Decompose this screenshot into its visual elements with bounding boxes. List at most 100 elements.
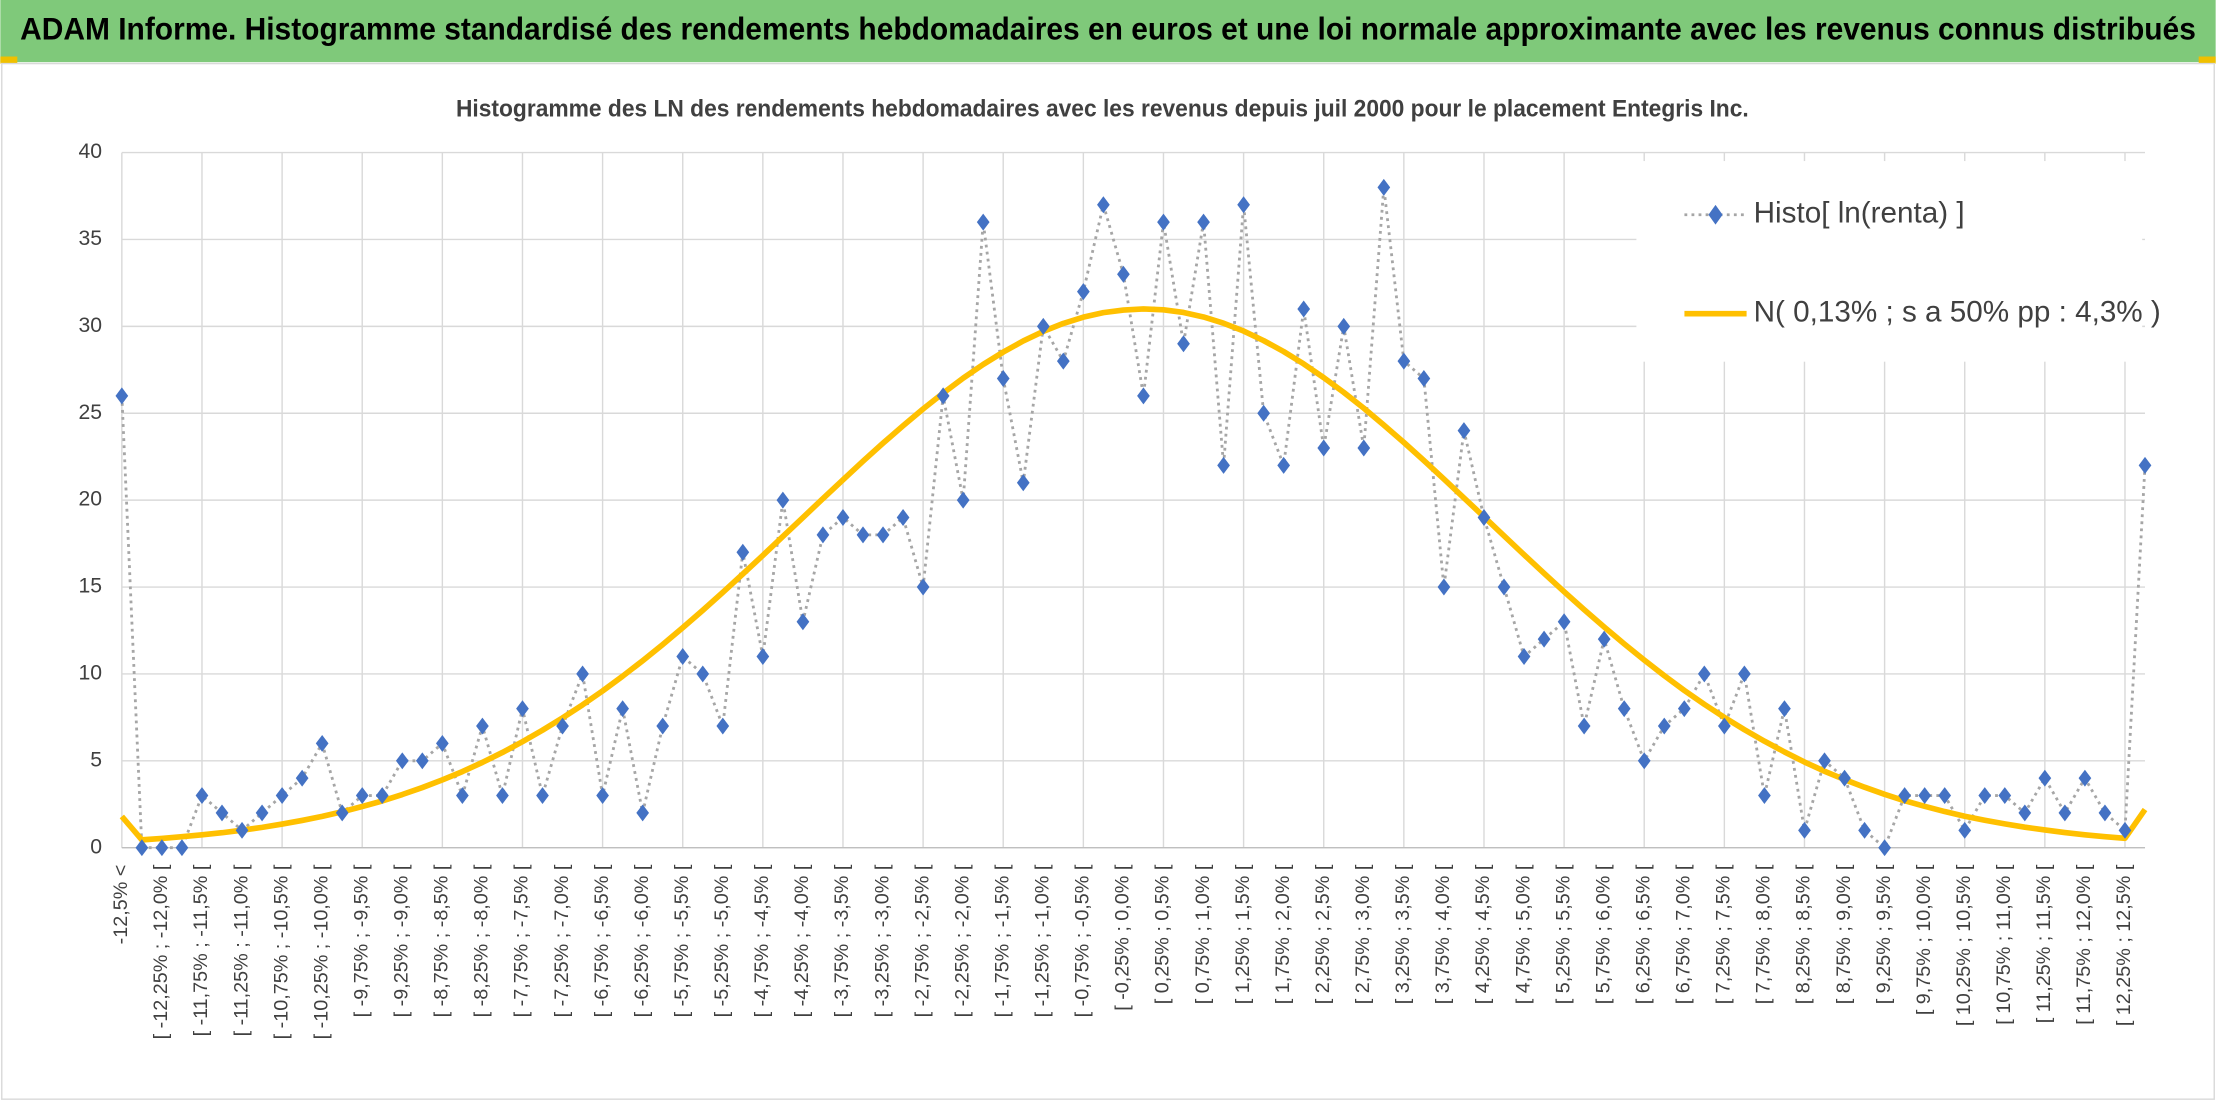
- x-tick-label: [ 10,75% ; 11,0% [: [1993, 864, 2015, 1025]
- x-tick-label: [ -7,75% ; -7,5% [: [511, 864, 533, 1017]
- x-tick-label: [ -10,75% ; -10,5% [: [270, 864, 292, 1039]
- x-tick-label: [ -1,75% ; -1,5% [: [991, 864, 1013, 1017]
- data-point: [1798, 821, 1811, 839]
- x-tick-label: [ -11,75% ; -11,5% [: [190, 864, 212, 1036]
- data-point: [1397, 352, 1411, 370]
- x-tick-label: [ -12,25% ; -12,0% [: [150, 864, 172, 1039]
- x-tick-label: [ -6,75% ; -6,5% [: [591, 864, 613, 1017]
- legend-label: Histo[ ln(renta) ]: [1754, 197, 1965, 230]
- x-tick-label: [ -9,25% ; -9,0% [: [391, 864, 413, 1017]
- x-tick-label: [ -5,25% ; -5,0% [: [711, 864, 733, 1017]
- data-point: [315, 734, 329, 752]
- data-point: [415, 752, 429, 770]
- x-tick-label: [ 9,75% ; 10,0% [: [1913, 864, 1935, 1015]
- x-tick-label: [ -10,25% ; -10,0% [: [310, 864, 332, 1039]
- header-accent: [0, 56, 18, 64]
- y-tick-label: 35: [78, 227, 102, 250]
- legend-marker: [1708, 204, 1723, 225]
- data-point: [1998, 787, 2012, 805]
- data-point: [1838, 769, 1851, 787]
- data-point: [2018, 804, 2032, 822]
- x-tick-label: [ -2,25% ; -2,0% [: [951, 864, 973, 1017]
- chart-border: [1, 62, 2215, 1100]
- data-point: [1938, 787, 1952, 805]
- x-tick-label: [ 0,75% ; 1,0% [: [1192, 864, 1214, 1004]
- data-point: [155, 839, 169, 857]
- data-point: [756, 648, 770, 666]
- data-point: [2118, 821, 2132, 839]
- x-tick-label: [ 4,75% ; 5,0% [: [1512, 864, 1534, 1004]
- x-tick-label: [ 10,25% ; 10,5% [: [1953, 864, 1975, 1026]
- chart-title: Histogramme des LN des rendements hebdom…: [456, 96, 1749, 123]
- x-tick-label: [ -2,75% ; -2,5% [: [911, 864, 933, 1017]
- x-tick-label: [ -7,25% ; -7,0% [: [551, 864, 573, 1017]
- data-point: [1657, 717, 1671, 735]
- y-tick-label: 20: [78, 488, 102, 511]
- data-point: [1517, 648, 1531, 666]
- data-point: [796, 613, 810, 631]
- data-point: [1677, 700, 1691, 718]
- data-point: [135, 839, 149, 857]
- data-point: [1076, 283, 1090, 301]
- x-tick-label: [ -5,75% ; -5,5% [: [671, 864, 693, 1017]
- x-tick-label: [ 1,75% ; 2,0% [: [1272, 864, 1294, 1004]
- data-point: [1337, 317, 1351, 335]
- data-point: [456, 787, 469, 805]
- data-point: [1277, 456, 1291, 474]
- data-point: [1858, 821, 1871, 839]
- x-tick-label: [ -3,75% ; -3,5% [: [831, 864, 853, 1017]
- data-point: [476, 717, 489, 735]
- x-tick-label: [ 0,25% ; 0,5% [: [1152, 864, 1174, 1004]
- x-tick-label: [ -1,25% ; -1,0% [: [1032, 864, 1054, 1017]
- x-tick-label: [ 8,75% ; 9,0% [: [1833, 864, 1855, 1004]
- data-point: [1617, 700, 1631, 718]
- y-tick-label: 5: [90, 748, 102, 771]
- data-point: [976, 213, 990, 231]
- x-tick-label: [ 11,25% ; 11,5% [: [2033, 864, 2055, 1023]
- x-tick-label: [ -8,75% ; -8,5% [: [431, 864, 453, 1017]
- x-tick-label: [ 4,25% ; 4,5% [: [1472, 864, 1494, 1004]
- data-point: [2078, 769, 2092, 787]
- x-tick-label: [ -6,25% ; -6,0% [: [631, 864, 653, 1017]
- data-point: [1597, 630, 1611, 648]
- data-point: [2098, 804, 2112, 822]
- data-point: [1878, 839, 1891, 857]
- x-tick-label: [ 2,25% ; 2,5% [: [1312, 864, 1334, 1004]
- data-point: [636, 804, 650, 822]
- header-bar: [0, 0, 2216, 63]
- data-point: [2058, 804, 2072, 822]
- x-tick-label: [ 3,75% ; 4,0% [: [1432, 864, 1454, 1004]
- legend-label: N( 0,13% ; s a 50% pp : 4,3% ): [1754, 295, 2161, 328]
- data-point: [1958, 821, 1972, 839]
- x-tick-label: [ 11,75% ; 12,0% [: [2073, 864, 2095, 1025]
- x-tick-label: -12,5% <: [110, 865, 132, 945]
- x-tick-label: [ -8,25% ; -8,0% [: [471, 864, 493, 1017]
- x-tick-label: [ -0,75% ; -0,5% [: [1072, 864, 1094, 1017]
- data-point: [1738, 665, 1751, 683]
- data-point: [1137, 387, 1150, 405]
- x-tick-label: [ -4,25% ; -4,0% [: [791, 864, 813, 1017]
- data-point: [1197, 213, 1210, 231]
- data-point: [1637, 752, 1651, 770]
- grid: 0 5 10 15 20 25 30 35 40 -12,5% < [ -12,25% ; -12,…: [78, 140, 2146, 1039]
- x-tick-label: [ 1,25% ; 1,5% [: [1232, 864, 1254, 1004]
- y-tick-label: 15: [78, 575, 102, 598]
- plot: [115, 178, 2152, 857]
- x-tick-label: [ -4,75% ; -4,5% [: [751, 864, 773, 1017]
- data-point: [1758, 787, 1771, 805]
- legend: Histo[ ln(renta) ] N( 0,13% ; s a 50% pp …: [1636, 161, 2161, 362]
- legend-box: [1636, 161, 2143, 362]
- data-point: [1497, 578, 1511, 596]
- data-point: [1117, 265, 1130, 283]
- x-tick-label: [ 5,25% ; 5,5% [: [1552, 864, 1574, 1004]
- header-accent: [2198, 56, 2216, 64]
- y-tick-label: 0: [90, 835, 102, 858]
- data-point: [1417, 370, 1431, 387]
- data-point: [1577, 717, 1591, 735]
- x-tick-label: [ 5,75% ; 6,0% [: [1592, 864, 1614, 1004]
- data-point: [1317, 439, 1331, 457]
- y-tick-label: 25: [78, 401, 102, 424]
- data-point: [556, 717, 569, 735]
- data-point: [175, 839, 189, 857]
